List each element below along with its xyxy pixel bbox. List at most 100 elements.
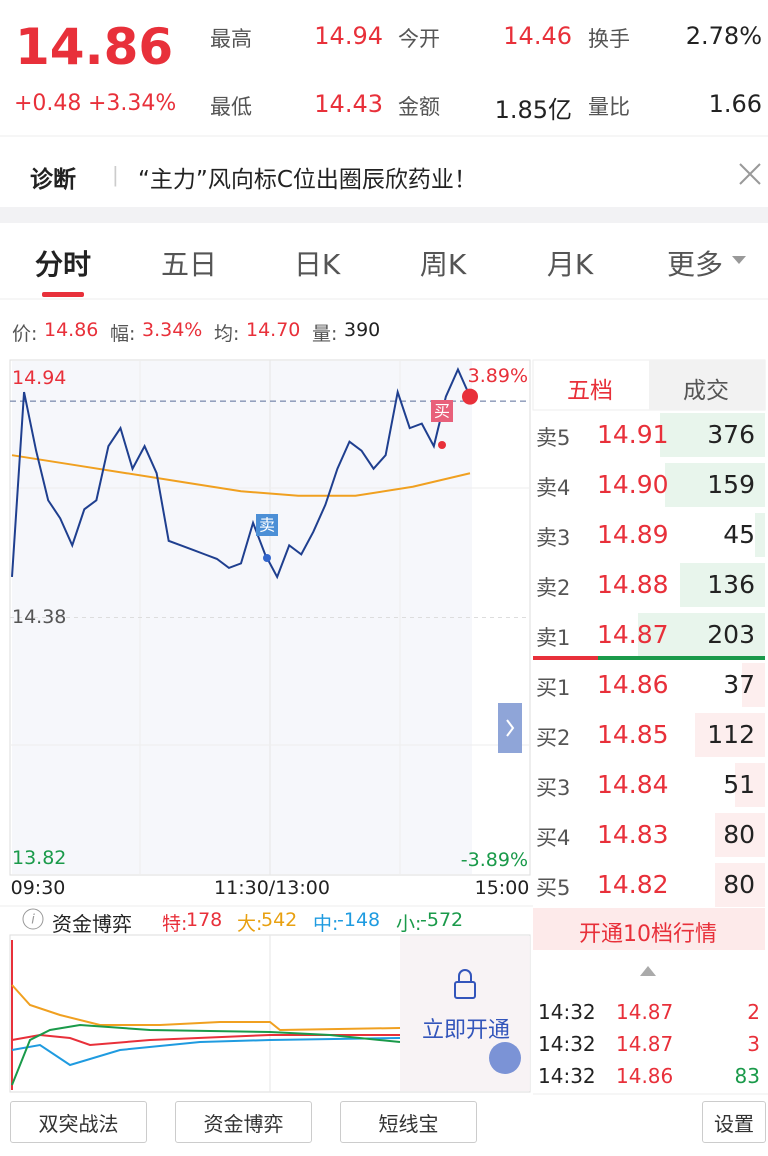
trade-price: 14.87 [616, 1000, 674, 1024]
ob-label: 卖4 [536, 476, 571, 501]
info-value: 3.34% [142, 318, 203, 341]
bid-ratio [533, 656, 598, 660]
stat-label: 金额 [398, 95, 440, 120]
fullscreen-icon[interactable] [489, 1042, 521, 1074]
info-value: 14.86 [44, 318, 99, 341]
capital-label: 大: [237, 912, 263, 935]
capital-value: 178 [186, 908, 223, 931]
ob-volume: 51 [723, 770, 755, 799]
close-icon[interactable] [739, 163, 761, 185]
ob-price: 14.84 [597, 770, 669, 799]
bottom-button[interactable]: 双突战法 [10, 1101, 147, 1143]
ob-label: 买1 [536, 676, 571, 701]
x-tick-label: 15:00 [474, 876, 530, 899]
separator: | [112, 163, 119, 187]
notice-text[interactable]: “主力”风向标C位出圈辰欣药业！ [138, 167, 477, 194]
ob-price: 14.85 [597, 720, 669, 749]
tab[interactable]: 月K [546, 248, 594, 282]
sell-signal-text: 卖 [259, 516, 275, 535]
decor-line [11, 1037, 401, 1067]
price-series [11, 367, 471, 580]
capital-label: 小: [396, 912, 422, 935]
expand-button[interactable] [498, 703, 522, 753]
unlock[interactable]: 立即开通 [421, 1017, 510, 1043]
y-tick-label: 14.38 [12, 605, 67, 628]
ob-price: 14.86 [597, 670, 669, 699]
stat-value: 14.94 [314, 21, 383, 50]
depth-bar [742, 663, 765, 707]
capital-value: -148 [337, 908, 381, 931]
tab[interactable]: 周K [419, 248, 467, 282]
ob-volume: 159 [707, 470, 755, 499]
info-value: 14.70 [246, 318, 301, 341]
decor-line [11, 1023, 401, 1086]
tab[interactable]: 五日 [160, 248, 217, 282]
depth-bar [715, 813, 765, 857]
depth-bar [665, 463, 765, 507]
info-icon[interactable] [22, 908, 44, 930]
ob-label: 买5 [536, 876, 571, 901]
ob-price: 14.89 [597, 520, 669, 549]
depth-bar [660, 413, 765, 457]
ob-volume: 136 [707, 570, 755, 599]
trade-volume: 3 [747, 1032, 760, 1056]
last-price: 14.86 [15, 18, 174, 76]
depth-bar [715, 863, 765, 907]
x-tick-label: 11:30/13:00 [214, 876, 330, 899]
y-tick-label: 13.82 [12, 846, 67, 869]
info-i: i [31, 913, 35, 928]
ob-tab[interactable]: 五档 [567, 378, 613, 405]
bottom-button[interactable]: 设置 [702, 1101, 766, 1143]
current-dot [462, 388, 478, 405]
upgrade[interactable]: 开通10档行情 [579, 921, 717, 947]
bottom-button[interactable]: 短线宝 [340, 1101, 477, 1143]
ob-label: 买3 [536, 776, 571, 801]
stat-value: 1.85亿 [494, 95, 572, 124]
change: +0.48 [14, 90, 82, 116]
trade-volume: 2 [747, 1000, 760, 1024]
ob-volume: 203 [707, 620, 755, 649]
tab-bg [649, 360, 765, 410]
trade-price: 14.86 [616, 1064, 674, 1088]
trade-time: 14:32 [538, 1064, 596, 1088]
ob-tab[interactable]: 成交 [683, 378, 729, 405]
trade-time: 14:32 [538, 1000, 596, 1024]
ob-label: 卖2 [536, 576, 571, 601]
dropdown-arrow [732, 256, 746, 264]
notice-tag: 诊断 [30, 167, 76, 194]
avg-series [11, 454, 471, 497]
ob-volume: 45 [723, 520, 755, 549]
y-tick-label: 14.94 [12, 366, 67, 389]
stat-value: 14.46 [503, 21, 572, 50]
ask-ratio [598, 656, 765, 660]
ob-label: 卖5 [536, 426, 571, 451]
capital-value: 542 [261, 908, 298, 931]
pct-label: 3.89% [467, 364, 528, 387]
ob-volume: 37 [723, 670, 755, 699]
tab[interactable]: 分时 [34, 248, 91, 282]
ob-volume: 80 [723, 820, 755, 849]
bottom-button[interactable]: 资金博弈 [175, 1101, 312, 1143]
sell-point [263, 554, 271, 562]
stat-label: 今开 [398, 27, 440, 52]
info-label: 价: [12, 322, 38, 345]
ob-label: 卖1 [536, 626, 571, 651]
info-label: 幅: [110, 322, 136, 345]
lock-icon [454, 981, 476, 999]
ob-price: 14.88 [597, 570, 669, 599]
capital-value: -572 [420, 908, 464, 931]
ob-price: 14.90 [597, 470, 669, 499]
tab[interactable]: 日K [293, 248, 341, 282]
depth-bar [680, 563, 765, 607]
scroll-up[interactable] [640, 966, 656, 976]
upgrade-bg[interactable] [533, 908, 765, 950]
ob-volume: 112 [707, 720, 755, 749]
buy-point [438, 441, 446, 449]
stat-value: 1.66 [708, 89, 762, 118]
info-label: 均: [214, 322, 240, 345]
tab[interactable]: 更多 [666, 248, 723, 282]
stat-label: 最高 [210, 27, 252, 52]
info-label: 量: [312, 322, 338, 345]
